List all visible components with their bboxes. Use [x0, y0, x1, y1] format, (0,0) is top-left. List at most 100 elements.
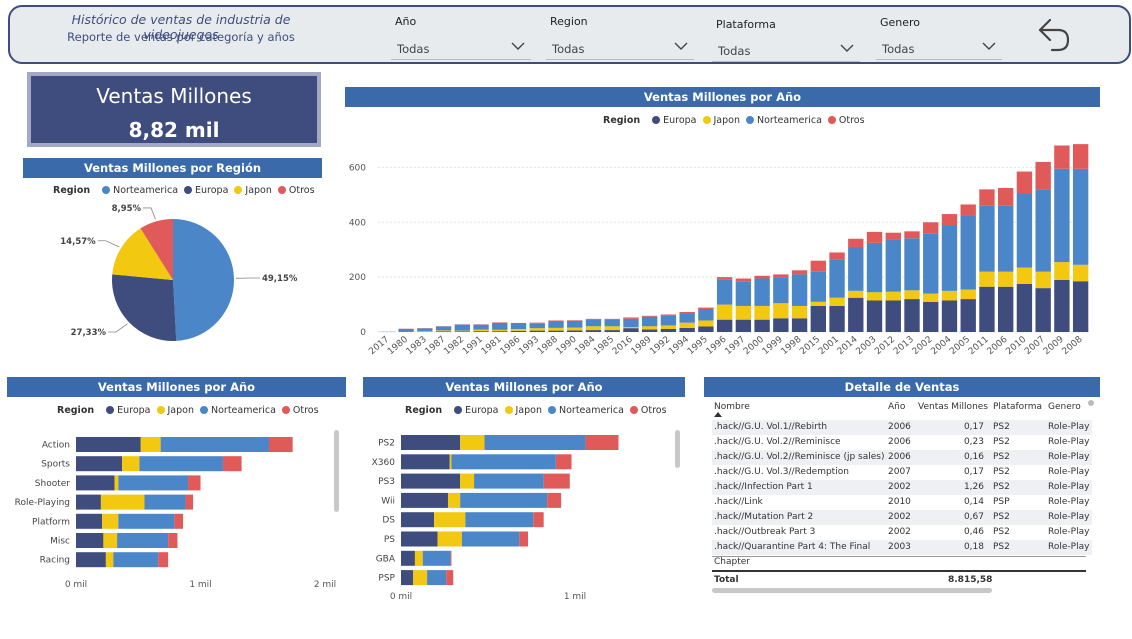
undo-arrow-icon[interactable] [1036, 16, 1072, 54]
column-segment [960, 299, 976, 332]
column-segment [866, 242, 883, 293]
bar-segment [401, 570, 414, 586]
bar-segment [401, 435, 461, 450]
column-segment [435, 330, 452, 332]
column-header[interactable]: Nombre [714, 402, 750, 412]
table-cell: PS2 [993, 542, 1010, 552]
column-segment [604, 326, 620, 331]
legend-item: Japon [167, 405, 195, 416]
column-segment [754, 305, 770, 320]
column-segment [492, 322, 508, 330]
filter-select-genre[interactable]: Todas [876, 38, 1002, 60]
table-cell: PS2 [993, 452, 1010, 462]
column-header[interactable]: Año [888, 402, 906, 412]
column-header[interactable]: Ventas Millones [918, 402, 988, 412]
genre-scrollbar[interactable] [334, 430, 339, 512]
column-segment [548, 327, 564, 331]
bar-segment [113, 552, 159, 568]
bar-segment [474, 473, 544, 489]
table-row[interactable]: .hack//G.U. Vol.3//Redemption 2007 0,17 PS2… [712, 465, 1092, 480]
bar-segment [585, 435, 619, 450]
bar-segment [140, 437, 161, 452]
sort-ascending-icon[interactable] [714, 412, 722, 418]
year-chart-legend: Region Europa Japon Norteamerica Otros [603, 115, 865, 126]
column-segment [623, 317, 639, 319]
bar-segment [117, 533, 169, 548]
table-cell: 2002 [888, 512, 911, 522]
pie-data-label: 8,95% [112, 204, 142, 214]
table-cell: .hack//G.U. Vol.2//Reminisce [714, 437, 841, 447]
column-segment [679, 322, 695, 328]
bar-segment [484, 435, 586, 450]
column-segment [1035, 161, 1051, 190]
legend-item: Japon [713, 115, 741, 126]
column-segment [660, 315, 677, 326]
filter-select-platform[interactable]: Todas [712, 40, 860, 62]
column-segment [923, 293, 939, 302]
bar-segment [447, 492, 461, 508]
legend-item: Europa [465, 405, 499, 416]
table-row[interactable]: .hack//Outbreak Part 3 2002 0,46 PS2 Role-Pl… [712, 525, 1092, 540]
category-label: Shooter [35, 479, 70, 489]
bar-segment [449, 454, 452, 470]
column-segment [492, 322, 508, 323]
column-segment [754, 319, 770, 332]
column-segment [716, 319, 733, 332]
column-segment [567, 320, 583, 321]
column-segment [866, 231, 883, 243]
table-cell: PS2 [993, 527, 1010, 537]
column-segment [829, 305, 845, 332]
column-segment [1054, 279, 1070, 332]
bar-segment [102, 513, 119, 529]
table-row[interactable]: .hack//Quarantine Part 4: The Final 2003 0… [712, 540, 1092, 555]
table-cell: .hack//Infection Part 1 [714, 482, 813, 492]
bar-segment [174, 513, 184, 529]
column-segment [773, 303, 789, 319]
column-segment [679, 311, 695, 314]
column-segment [1054, 168, 1070, 263]
bar-segment [461, 531, 520, 547]
bar-segment [76, 437, 141, 452]
table-row[interactable]: .hack//G.U. Vol.1//Rebirth 2006 0,17 PS2 Rol… [712, 420, 1092, 435]
column-header[interactable]: Plataforma [993, 402, 1042, 412]
column-segment [435, 331, 452, 332]
legend-item: Norteamerica [559, 405, 624, 416]
bar-segment [460, 473, 475, 489]
column-segment [998, 286, 1014, 332]
bar-segment [168, 533, 178, 548]
filter-select-year[interactable]: Todas [391, 38, 531, 60]
column-segment [1054, 145, 1070, 169]
filter-select-region[interactable]: Todas [546, 38, 694, 60]
table-row[interactable]: .hack//Link 2010 0,14 PSP Role-Play [712, 495, 1092, 510]
bar-segment [103, 533, 118, 548]
column-segment [866, 292, 883, 301]
table-h-scrollbar[interactable] [712, 588, 992, 593]
table-row[interactable]: .hack//Infection Part 1 2002 1,26 PS2 Role-P… [712, 480, 1092, 495]
bar-segment [446, 570, 454, 586]
column-segment [885, 239, 901, 292]
category-label: Role-Playing [15, 498, 70, 508]
platform-scrollbar[interactable] [675, 430, 680, 468]
category-label: Misc [50, 537, 70, 547]
column-segment [773, 274, 789, 278]
column-segment [473, 329, 489, 332]
category-label: Platform [32, 517, 70, 527]
column-header[interactable]: Genero [1048, 402, 1081, 412]
column-segment [585, 319, 602, 327]
total-label: Total [714, 575, 739, 585]
platform-chart-title: Ventas Millones por Año [363, 377, 685, 397]
column-segment [1072, 144, 1089, 169]
column-segment [604, 330, 620, 332]
table-row[interactable]: .hack//G.U. Vol.2//Reminisce 2006 0,23 PS2 R… [712, 435, 1092, 450]
table-row[interactable]: .hack//Mutation Part 2 2002 0,67 PS2 Role-Pl… [712, 510, 1092, 525]
table-cell: Role-Play [1048, 452, 1090, 462]
kpi-title: Ventas Millones [96, 84, 252, 108]
category-label: DS [382, 516, 395, 526]
column-segment [435, 326, 452, 331]
table-cell: Role-Play [1048, 437, 1090, 447]
column-segment [904, 238, 920, 291]
bar-segment [422, 550, 451, 566]
legend-item: Norteamerica [113, 185, 179, 196]
table-row[interactable]: .hack//G.U. Vol.2//Reminisce (jp sales) 2… [712, 450, 1092, 465]
table-v-scrollbar[interactable] [1088, 400, 1094, 406]
